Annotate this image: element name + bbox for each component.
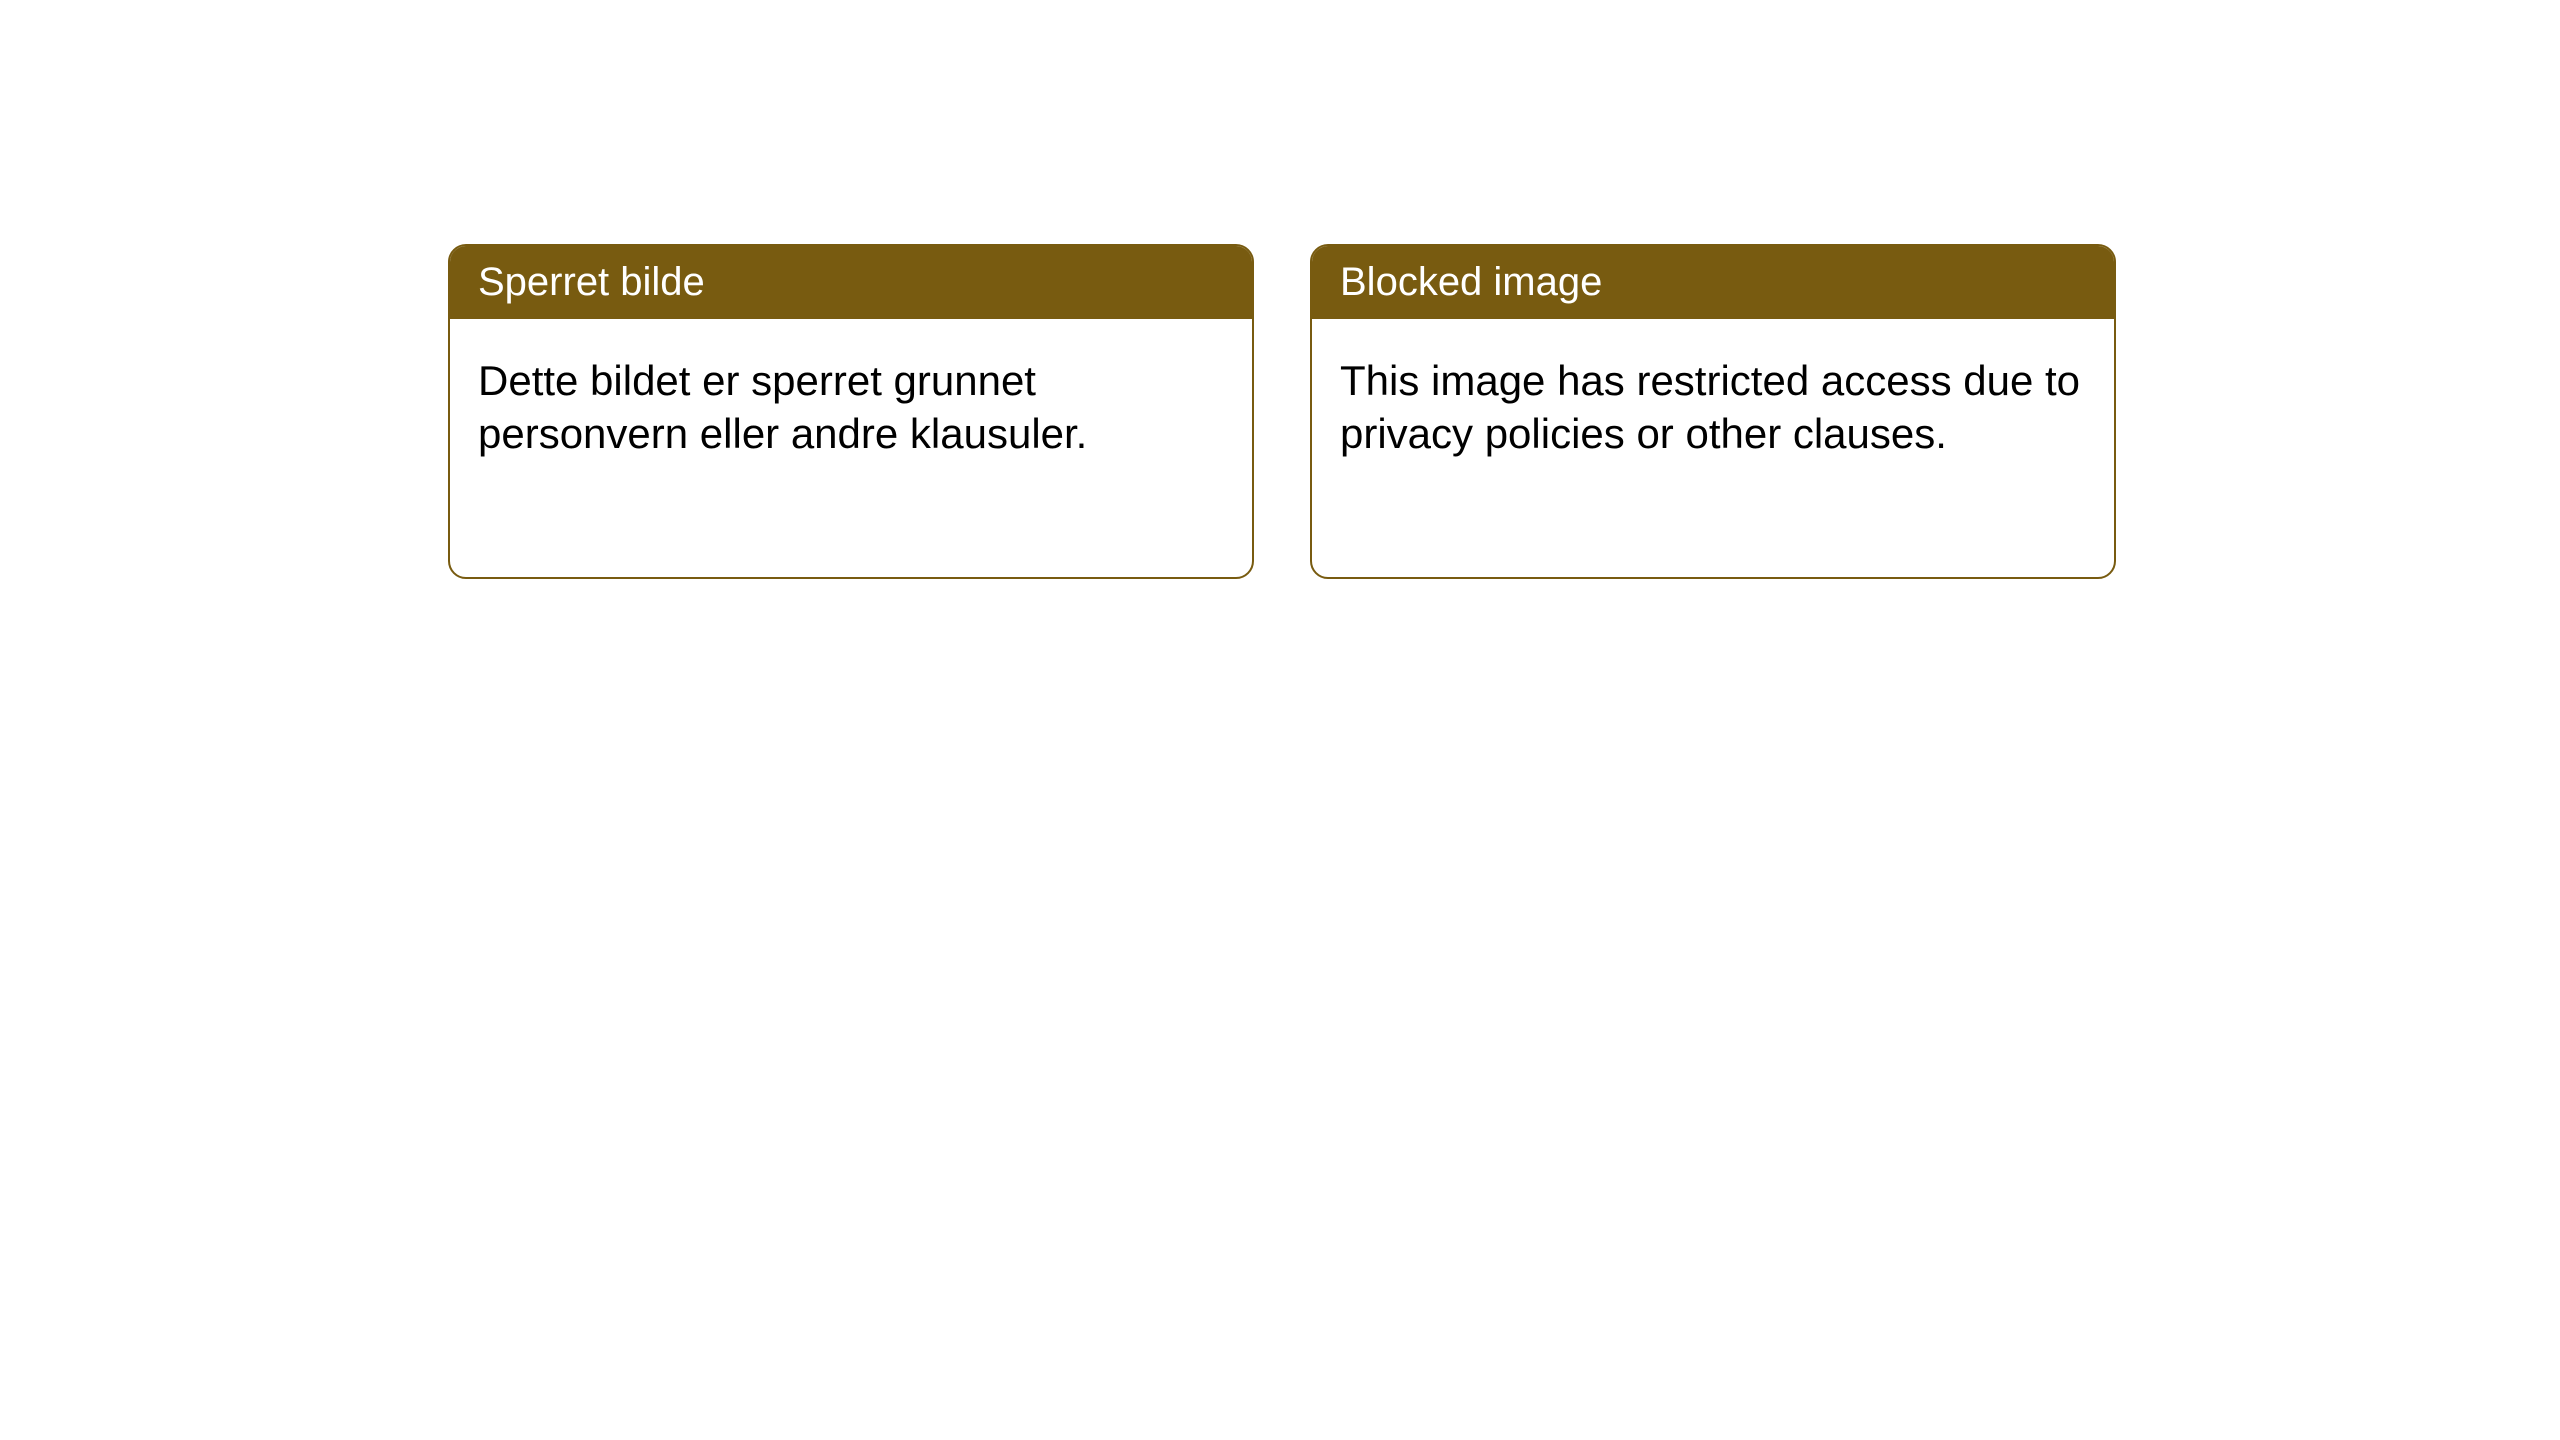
notice-card-norwegian: Sperret bilde Dette bildet er sperret gr… (448, 244, 1254, 579)
card-title: Sperret bilde (478, 260, 705, 304)
notice-cards-container: Sperret bilde Dette bildet er sperret gr… (448, 244, 2116, 579)
card-title: Blocked image (1340, 260, 1602, 304)
card-body: Dette bildet er sperret grunnet personve… (450, 319, 1252, 496)
card-header: Blocked image (1312, 246, 2114, 319)
notice-card-english: Blocked image This image has restricted … (1310, 244, 2116, 579)
card-body-text: This image has restricted access due to … (1340, 357, 2080, 457)
card-body-text: Dette bildet er sperret grunnet personve… (478, 357, 1087, 457)
card-body: This image has restricted access due to … (1312, 319, 2114, 496)
card-header: Sperret bilde (450, 246, 1252, 319)
